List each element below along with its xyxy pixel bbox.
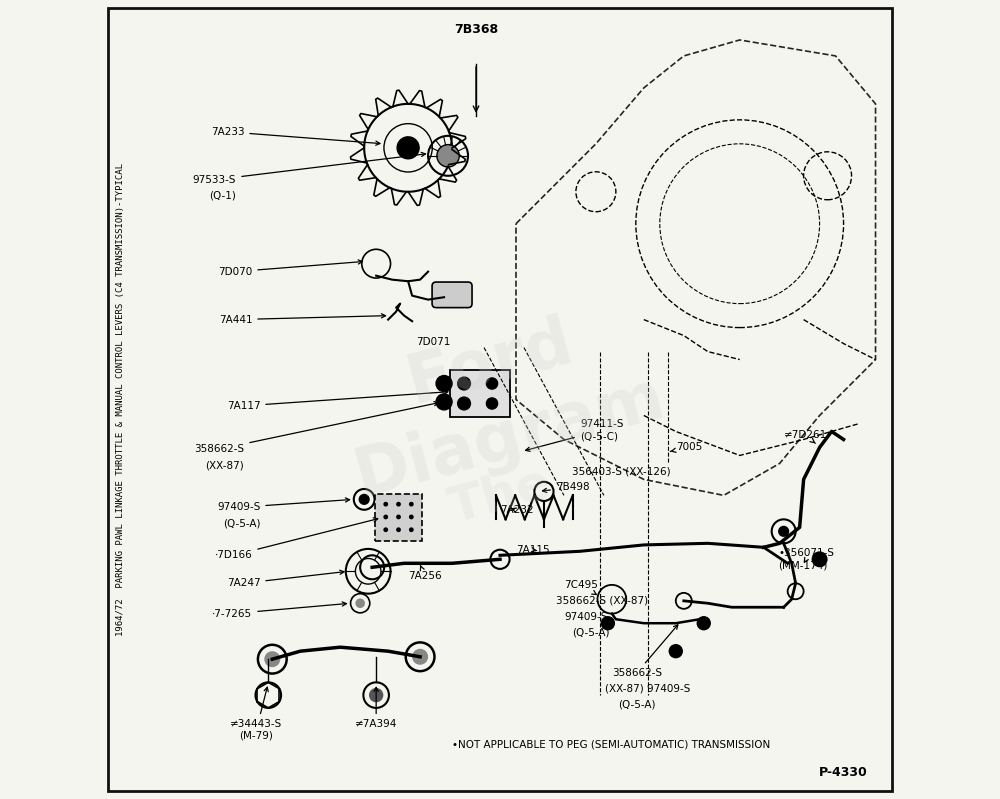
Circle shape: [355, 598, 365, 608]
Circle shape: [383, 527, 388, 532]
Circle shape: [264, 651, 280, 667]
Text: ≠34443-S
(M-79): ≠34443-S (M-79): [230, 687, 282, 741]
Circle shape: [383, 515, 388, 519]
Circle shape: [412, 649, 428, 665]
FancyBboxPatch shape: [375, 494, 422, 541]
Text: (Q-5-A): (Q-5-A): [223, 519, 260, 528]
Circle shape: [669, 644, 683, 658]
Circle shape: [486, 378, 498, 389]
Text: •NOT APPLICABLE TO PEG (SEMI-AUTOMATIC) TRANSMISSION: •NOT APPLICABLE TO PEG (SEMI-AUTOMATIC) …: [452, 740, 770, 749]
FancyBboxPatch shape: [450, 370, 510, 417]
Text: 97409-S: 97409-S: [217, 498, 350, 512]
Circle shape: [396, 527, 401, 532]
Text: (Q-1): (Q-1): [209, 191, 236, 201]
Text: P-4330: P-4330: [819, 766, 868, 779]
FancyBboxPatch shape: [108, 8, 892, 791]
Text: 7B498: 7B498: [543, 483, 590, 492]
Text: 7A256: 7A256: [408, 566, 442, 582]
Text: 1964/72  PARKING PAWL LINKAGE THROTTLE & MANUAL CONTROL LEVERS (C4 TRANSMISSION): 1964/72 PARKING PAWL LINKAGE THROTTLE & …: [116, 163, 125, 636]
Text: (Q-5-A): (Q-5-A): [572, 628, 609, 638]
Text: (XX-87) 97409-S: (XX-87) 97409-S: [605, 684, 691, 694]
Text: 7A233: 7A233: [211, 127, 380, 145]
Circle shape: [458, 377, 470, 390]
Text: 356403-S (XX-126): 356403-S (XX-126): [572, 467, 671, 476]
Text: ≠7A394: ≠7A394: [355, 687, 397, 729]
Text: 7D070: 7D070: [218, 260, 362, 276]
Text: 7A232: 7A232: [500, 505, 534, 515]
Circle shape: [383, 502, 388, 507]
Circle shape: [409, 515, 414, 519]
Text: 97411-S
(Q-5-C): 97411-S (Q-5-C): [526, 419, 623, 451]
Circle shape: [486, 398, 498, 409]
Circle shape: [436, 394, 452, 410]
Text: 7A115: 7A115: [516, 545, 550, 555]
Text: 7C495: 7C495: [564, 580, 598, 594]
Circle shape: [812, 551, 828, 567]
Circle shape: [396, 502, 401, 507]
Text: 358662-S: 358662-S: [194, 402, 438, 454]
Text: ≠7D261: ≠7D261: [784, 431, 827, 443]
Text: (XX-87): (XX-87): [206, 460, 244, 470]
Text: 97409-S: 97409-S: [564, 612, 607, 622]
Text: 7D071: 7D071: [416, 337, 450, 347]
Text: 358662-S (XX-87): 358662-S (XX-87): [556, 596, 648, 606]
Text: 7B368: 7B368: [454, 23, 498, 36]
Text: 7A247: 7A247: [227, 570, 344, 588]
Circle shape: [369, 688, 383, 702]
Circle shape: [359, 494, 370, 505]
Circle shape: [437, 145, 459, 167]
Text: The: The: [444, 459, 556, 532]
Text: 7A117: 7A117: [227, 390, 448, 411]
Circle shape: [409, 502, 414, 507]
Circle shape: [697, 616, 711, 630]
Circle shape: [601, 616, 615, 630]
Text: 7A441: 7A441: [219, 314, 386, 324]
FancyBboxPatch shape: [432, 282, 472, 308]
Text: 7005: 7005: [670, 443, 702, 452]
Text: ⋅7-7265: ⋅7-7265: [212, 602, 346, 618]
Text: ⋅7D166: ⋅7D166: [215, 518, 378, 560]
Text: Ford
Diagram: Ford Diagram: [328, 289, 672, 510]
Text: •356071-S
(MM-174): •356071-S (MM-174): [778, 548, 834, 570]
Text: 358662-S: 358662-S: [612, 625, 678, 678]
Circle shape: [396, 515, 401, 519]
Circle shape: [397, 137, 419, 159]
Circle shape: [409, 527, 414, 532]
Circle shape: [436, 376, 452, 392]
Circle shape: [458, 397, 470, 410]
Text: 97533-S: 97533-S: [193, 153, 426, 185]
Circle shape: [778, 526, 789, 537]
Text: (Q-5-A): (Q-5-A): [618, 700, 656, 710]
